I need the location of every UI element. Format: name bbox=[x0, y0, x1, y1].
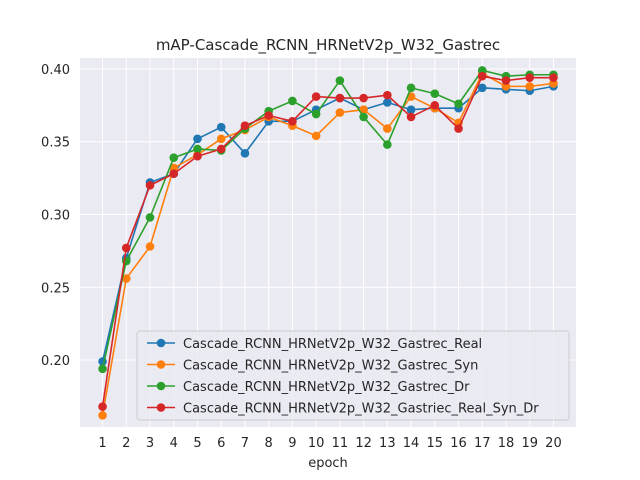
data-point bbox=[193, 151, 202, 161]
x-axis-title: epoch bbox=[308, 456, 348, 471]
data-point bbox=[98, 411, 107, 420]
data-point bbox=[549, 73, 558, 82]
data-point bbox=[477, 83, 487, 93]
data-point bbox=[311, 92, 321, 101]
data-point bbox=[406, 112, 416, 122]
chart-title: mAP-Cascade_RCNN_HRNetV2p_W32_Gastrec bbox=[156, 36, 500, 55]
x-tick-label: 9 bbox=[288, 436, 296, 451]
legend-entry: Cascade_RCNN_HRNetV2p_W32_Gastrec_Dr bbox=[147, 380, 470, 395]
data-point bbox=[383, 140, 392, 149]
legend-entry: Cascade_RCNN_HRNetV2p_W32_Gastrec_Syn bbox=[147, 359, 478, 374]
y-tick-label: 0.30 bbox=[41, 208, 70, 223]
data-point bbox=[525, 73, 535, 82]
data-point bbox=[406, 83, 416, 93]
legend-marker bbox=[156, 360, 166, 369]
series-group bbox=[98, 66, 558, 420]
data-point bbox=[240, 121, 250, 130]
x-tick-label: 6 bbox=[217, 436, 225, 451]
data-point bbox=[169, 169, 179, 179]
series-line bbox=[101, 72, 554, 416]
x-tick-label: 16 bbox=[450, 436, 467, 451]
data-point bbox=[335, 108, 345, 117]
x-tick-label: 7 bbox=[241, 436, 249, 451]
data-point bbox=[145, 242, 155, 251]
data-point bbox=[240, 149, 250, 158]
data-point bbox=[335, 93, 345, 103]
x-tick-label: 10 bbox=[308, 436, 325, 451]
x-tick-label: 17 bbox=[474, 436, 491, 451]
legend-marker bbox=[156, 338, 166, 348]
x-tick-label: 2 bbox=[122, 436, 130, 451]
legend-marker bbox=[156, 381, 166, 391]
legend-entry: Cascade_RCNN_HRNetV2p_W32_Gastrec_Real bbox=[147, 337, 482, 352]
x-tick-label: 18 bbox=[498, 436, 515, 451]
data-point bbox=[145, 181, 155, 190]
x-tick-label: 20 bbox=[545, 436, 562, 451]
legend-box bbox=[136, 330, 570, 421]
data-point bbox=[216, 122, 226, 132]
y-tick-label: 0.35 bbox=[41, 136, 70, 151]
x-tick-label: 19 bbox=[521, 436, 538, 451]
x-tick-label: 12 bbox=[355, 436, 372, 451]
data-point bbox=[359, 105, 368, 114]
x-tick-label: 3 bbox=[146, 436, 154, 451]
data-point bbox=[383, 90, 392, 100]
data-point bbox=[383, 124, 392, 133]
data-point bbox=[169, 153, 179, 163]
data-point bbox=[311, 109, 321, 119]
data-point bbox=[525, 82, 535, 91]
data-point bbox=[193, 144, 202, 154]
x-tick-label: 13 bbox=[379, 436, 396, 451]
legend-label: Cascade_RCNN_HRNetV2p_W32_Gastrec_Dr bbox=[183, 380, 470, 395]
data-point bbox=[430, 89, 440, 98]
data-point bbox=[264, 111, 273, 120]
data-point bbox=[98, 402, 107, 411]
y-tick-label: 0.40 bbox=[41, 63, 70, 78]
data-point bbox=[501, 76, 511, 85]
x-tick-label: 11 bbox=[332, 436, 349, 451]
series-4 bbox=[98, 71, 558, 411]
data-point bbox=[359, 112, 368, 122]
legend-label: Cascade_RCNN_HRNetV2p_W32_Gastrec_Real bbox=[183, 337, 482, 352]
x-tick-label: 4 bbox=[170, 436, 178, 451]
x-tick-label: 5 bbox=[193, 436, 201, 451]
legend-entry: Cascade_RCNN_HRNetV2p_W32_Gastriec_Real_… bbox=[147, 402, 539, 417]
legend-label: Cascade_RCNN_HRNetV2p_W32_Gastrec_Syn bbox=[183, 359, 478, 374]
x-axis: 1 2 3 4 5 6 7 8 9 10 11 12 13 14 15 16 17 18 19 20 bbox=[98, 436, 561, 451]
x-tick-label: 14 bbox=[403, 436, 420, 451]
legend-marker bbox=[156, 403, 166, 412]
data-point bbox=[430, 101, 440, 110]
data-point bbox=[477, 71, 487, 81]
x-tick-label: 15 bbox=[427, 436, 444, 451]
data-point bbox=[454, 124, 463, 133]
data-point bbox=[406, 105, 416, 114]
data-point bbox=[145, 213, 155, 222]
data-point bbox=[121, 274, 131, 283]
data-point bbox=[383, 98, 392, 107]
data-point bbox=[335, 76, 345, 85]
data-point bbox=[216, 134, 226, 144]
series-line bbox=[101, 75, 554, 407]
data-point bbox=[193, 134, 202, 144]
data-point bbox=[311, 131, 321, 141]
x-tick-label: 8 bbox=[265, 436, 273, 451]
data-point bbox=[454, 99, 463, 109]
data-point bbox=[216, 144, 226, 154]
x-tick-label: 1 bbox=[98, 436, 106, 451]
y-tick-label: 0.20 bbox=[41, 354, 70, 369]
data-point bbox=[288, 96, 297, 106]
data-point bbox=[288, 117, 297, 126]
y-tick-label: 0.25 bbox=[41, 281, 70, 296]
legend: Cascade_RCNN_HRNetV2p_W32_Gastrec_Real Ca… bbox=[136, 330, 570, 421]
data-point bbox=[98, 364, 107, 374]
legend-label: Cascade_RCNN_HRNetV2p_W32_Gastriec_Real_… bbox=[183, 402, 539, 417]
data-point bbox=[359, 93, 368, 103]
y-axis: 0.20 0.25 0.30 0.35 0.40 bbox=[41, 63, 70, 369]
data-point bbox=[121, 243, 131, 253]
